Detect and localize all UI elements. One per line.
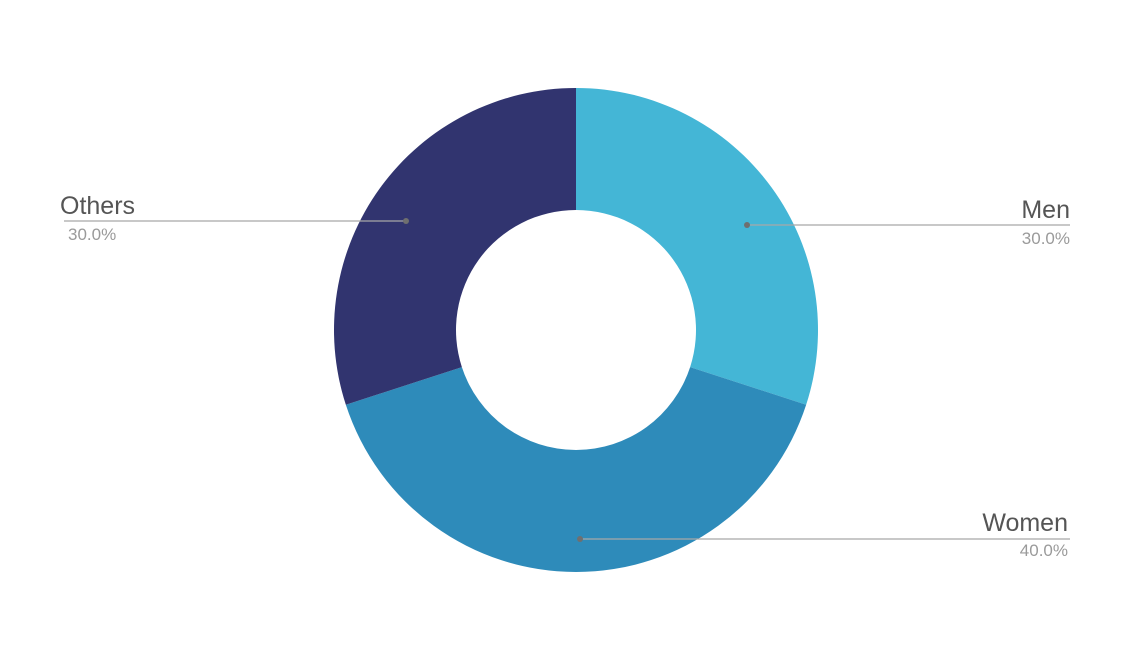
slices-group	[334, 88, 818, 572]
slice-label-others: Others	[60, 192, 135, 220]
slice-value-women: 40.0%	[1020, 541, 1068, 560]
slice-men[interactable]	[576, 88, 818, 405]
slice-women[interactable]	[345, 367, 807, 572]
leader-lines-group	[64, 218, 1070, 542]
leader-dot-men	[744, 222, 750, 228]
labels-group: Men 30.0% Women 40.0% Others 30.0%	[60, 192, 1070, 560]
slice-value-others: 30.0%	[68, 225, 116, 244]
slice-label-men: Men	[1021, 196, 1070, 224]
leader-dot-others	[403, 218, 409, 224]
slice-value-men: 30.0%	[1022, 229, 1070, 248]
leader-dot-women	[577, 536, 583, 542]
slice-others[interactable]	[334, 88, 576, 405]
slice-label-women: Women	[982, 509, 1068, 537]
